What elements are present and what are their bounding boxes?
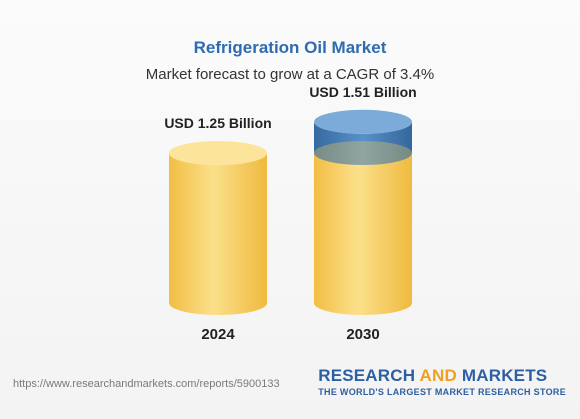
source-url[interactable]: https://www.researchandmarkets.com/repor… xyxy=(13,378,280,390)
bar-body-2024 xyxy=(169,153,267,315)
category-label-2030: 2030 xyxy=(346,326,379,343)
bar-top-2024 xyxy=(169,141,267,165)
value-label-2030: USD 1.51 Billion xyxy=(309,84,416,100)
bar-seam-2030 xyxy=(314,141,412,165)
brand-tagline: THE WORLD'S LARGEST MARKET RESEARCH STOR… xyxy=(318,387,566,397)
category-label-2024: 2024 xyxy=(201,326,235,343)
bar-growth-2030 xyxy=(314,121,412,165)
chart-title: Refrigeration Oil Market xyxy=(193,38,387,57)
brand-name: RESEARCH AND MARKETS xyxy=(318,366,548,385)
bar-body-2030 xyxy=(314,153,412,315)
bar-top-2030 xyxy=(314,109,412,134)
value-label-2024: USD 1.25 Billion xyxy=(164,115,271,131)
brand-logo: RESEARCH AND MARKETS THE WORLD'S LARGEST… xyxy=(318,366,566,397)
chart-subtitle: Market forecast to grow at a CAGR of 3.4… xyxy=(145,66,435,83)
